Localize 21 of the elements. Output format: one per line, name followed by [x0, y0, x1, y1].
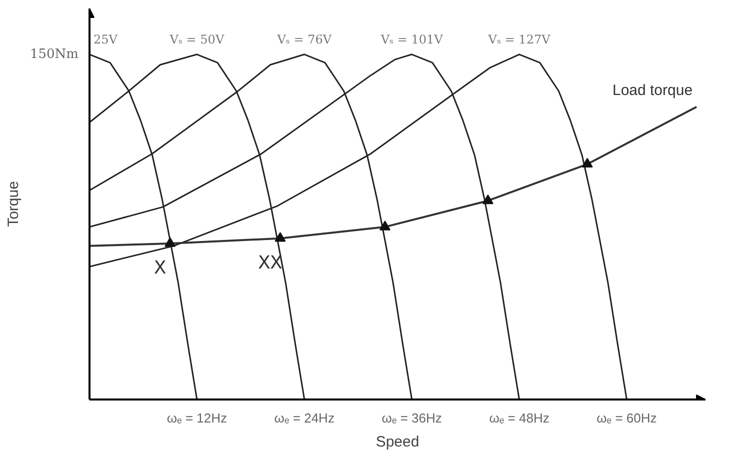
annotation: 150Nm	[30, 46, 78, 62]
point	[274, 232, 286, 242]
point	[379, 220, 390, 230]
point	[582, 158, 593, 168]
point	[164, 237, 176, 247]
series-label: Vₛ = 50V	[168, 32, 224, 46]
series-label: Vₛ = 101V	[380, 32, 444, 46]
x-tick-label: ωₑ = 48Hz	[489, 410, 550, 426]
series-label: Vₛ = 127V	[487, 32, 551, 46]
x-tick-label: ωₑ = 60Hz	[596, 410, 657, 426]
series-label: Load torque	[612, 82, 693, 99]
annotation: XX	[258, 252, 282, 276]
annotation: X	[154, 258, 166, 281]
x-axis-title: Speed	[376, 434, 420, 450]
x-tick-label: ωₑ = 36Hz	[382, 410, 442, 426]
series-label: Vₛ = 76V	[276, 32, 332, 46]
point	[482, 194, 494, 204]
x-tick-label: ωₑ = 24Hz	[274, 410, 334, 426]
series-label: 25V	[94, 32, 118, 46]
y-axis-title: Torque	[4, 181, 22, 227]
x-tick-label: ωₑ = 12Hz	[166, 410, 228, 426]
